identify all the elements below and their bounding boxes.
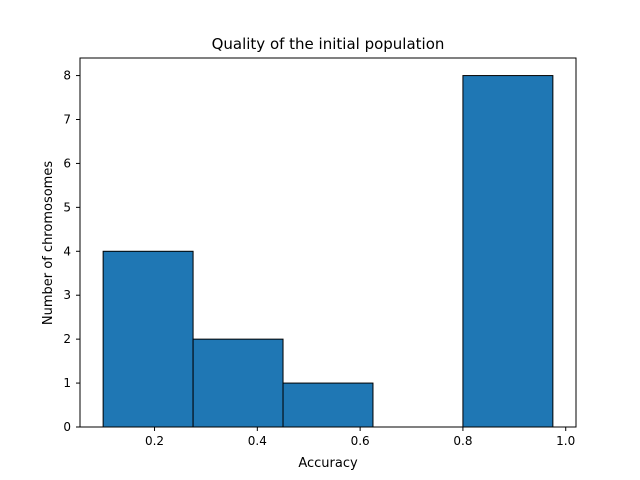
y-tick-label: 6 (63, 156, 71, 170)
y-tick-label: 4 (63, 244, 71, 258)
histogram-bar (102, 250, 194, 428)
histogram-bar (462, 75, 554, 428)
chart-title: Quality of the initial population (212, 35, 445, 53)
plot-frame (79, 57, 577, 428)
y-tick-label: 8 (63, 69, 71, 83)
x-tick-label: 0.2 (145, 434, 164, 448)
x-tick-label: 0.6 (351, 434, 370, 448)
y-tick-label: 5 (63, 200, 71, 214)
y-axis-label: Number of chromosomes (41, 161, 56, 325)
y-tick-label: 7 (63, 113, 71, 127)
bars-group (102, 75, 554, 428)
y-tick-label: 0 (63, 420, 71, 434)
histogram-bar (192, 338, 284, 428)
x-axis-label: Accuracy (298, 456, 358, 471)
x-tick-label: 0.4 (248, 434, 267, 448)
x-axis-ticks: 0.2 0.4 0.6 0.8 1.0 (145, 427, 575, 448)
y-tick-label: 3 (63, 288, 71, 302)
x-tick-label: 1.0 (556, 434, 575, 448)
x-tick-label: 0.8 (453, 434, 472, 448)
y-tick-label: 2 (63, 332, 71, 346)
histogram-bar (282, 382, 374, 428)
y-axis-ticks: 0 1 2 3 4 5 6 7 8 (63, 69, 80, 434)
y-tick-label: 1 (63, 376, 71, 390)
